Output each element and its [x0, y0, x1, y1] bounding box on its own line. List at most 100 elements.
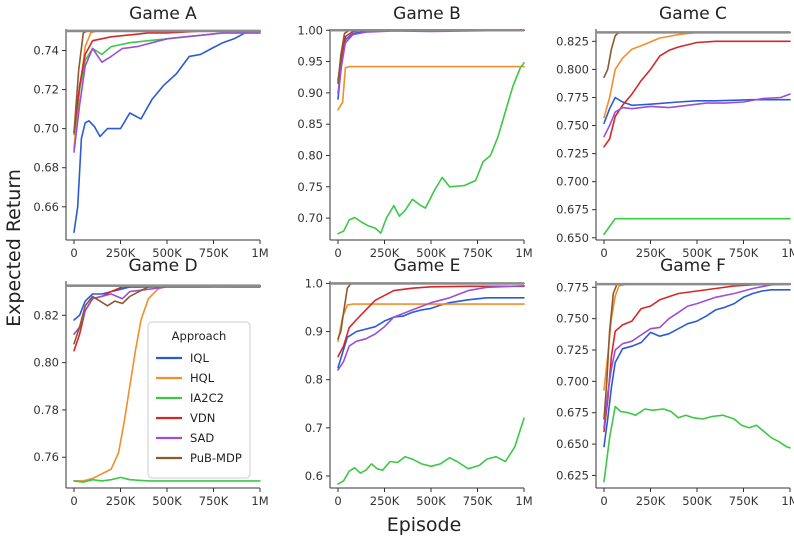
y-tick-label: 0.76 [33, 450, 59, 464]
legend: Approach IQL HQL IA2C2 VDN SAD PuB-MDP [147, 321, 251, 479]
x-tick-label: 0 [70, 494, 77, 508]
panel-4: Game D 0.76 0.78 0.80 0.82 0 250K 500K 750K 1M [33, 256, 268, 508]
y-tick-label: 0.82 [33, 308, 59, 322]
x-tick-label: 1M [515, 494, 532, 508]
x-tick-label: 750K [463, 246, 493, 260]
x-tick-label: 750K [729, 246, 759, 260]
legend-title: Approach [172, 329, 227, 343]
y-tick-label: 0.72 [33, 83, 59, 97]
panel-title: Game C [659, 4, 727, 24]
series-line-iql [337, 297, 525, 369]
y-tick-label: 0.70 [297, 211, 323, 225]
y-tick-label: 0.625 [556, 468, 589, 482]
y-tick-label: 1.00 [297, 23, 323, 37]
chart-panels: Game A0.660.680.700.720.740 250K 500K 750K 1… [33, 4, 794, 508]
series-line-pub-mdp [603, 31, 791, 79]
series-line-ia2c2 [73, 32, 261, 136]
legend-entry-iql: IQL [190, 351, 209, 365]
series-line-hql [73, 284, 261, 482]
x-tick-label: 250K [106, 494, 136, 508]
series-line-vdn [603, 40, 791, 148]
series-line-ia2c2 [337, 62, 525, 235]
x-tick-label: 1M [251, 246, 268, 260]
y-tick-label: 0.6 [305, 469, 323, 483]
y-tick-label: 0.675 [556, 203, 589, 217]
y-tick-label: 0.80 [33, 356, 59, 370]
y-tick-label: 0.800 [556, 62, 589, 76]
y-axis-label: Expected Return [3, 169, 25, 327]
series-line-ia2c2 [73, 476, 261, 483]
series-line-sad [337, 285, 525, 371]
series-line-pub-mdp [337, 29, 525, 85]
series-line-iql [73, 30, 261, 233]
y-tick-label: 0.700 [556, 175, 589, 189]
y-tick-label: 0.85 [297, 117, 323, 131]
series-line-sad [603, 283, 791, 429]
x-tick-label: 500K [416, 246, 446, 260]
panel-title: Game F [660, 256, 726, 276]
y-tick-label: 0.68 [33, 161, 59, 175]
series-line-sad [337, 29, 525, 94]
x-tick-label: 750K [729, 494, 759, 508]
x-tick-label: 250K [370, 246, 400, 260]
y-tick-label: 1.0 [305, 276, 323, 290]
y-tick-label: 0.650 [556, 437, 589, 451]
x-tick-label: 0 [600, 494, 607, 508]
x-tick-label: 1M [781, 246, 794, 260]
y-tick-label: 0.70 [33, 122, 59, 136]
x-tick-label: 500K [682, 494, 712, 508]
panel-title: Game D [128, 256, 197, 276]
x-tick-label: 0 [600, 246, 607, 260]
legend-entry-hql: HQL [190, 371, 215, 385]
y-tick-label: 0.66 [33, 200, 59, 214]
x-tick-label: 250K [636, 494, 666, 508]
panel-5: Game E 0.6 0.7 0.8 0.9 1.0 0 250K 500K 750K 1M [305, 256, 533, 508]
x-tick-label: 250K [636, 246, 666, 260]
series-line-vdn [337, 29, 525, 82]
y-tick-label: 0.750 [556, 119, 589, 133]
x-tick-label: 500K [416, 494, 446, 508]
y-tick-label: 0.74 [33, 43, 59, 57]
panel-title: Game A [129, 4, 197, 24]
y-tick-label: 0.95 [297, 55, 323, 69]
legend-entry-ia2c2: IA2C2 [190, 391, 224, 405]
x-axis-label: Episode [387, 514, 462, 536]
x-tick-label: 750K [463, 494, 493, 508]
series-line-ia2c2 [337, 417, 525, 485]
x-tick-label: 250K [106, 246, 136, 260]
x-tick-label: 0 [70, 246, 77, 260]
series-line-ia2c2 [603, 405, 791, 483]
series-line-iql [603, 289, 791, 448]
y-tick-label: 0.78 [33, 403, 59, 417]
x-tick-label: 1M [781, 494, 794, 508]
legend-entry-sad: SAD [190, 431, 214, 445]
series-line-sad [73, 32, 261, 153]
series-line-iql [337, 29, 525, 100]
x-tick-label: 500K [152, 246, 182, 260]
panel-3: Game C 0.650 0.675 0.700 0.725 0.750 0.775 0.80… [556, 4, 794, 260]
series-line-vdn [337, 285, 525, 358]
panel-title: Game B [393, 4, 461, 24]
x-tick-label: 750K [199, 246, 229, 260]
x-tick-label: 0 [334, 246, 341, 260]
y-tick-label: 0.80 [297, 148, 323, 162]
series-line-hql [73, 30, 261, 149]
series-line-pub-mdp [337, 282, 525, 340]
y-tick-label: 0.675 [556, 406, 589, 420]
series-line-iql [603, 96, 791, 125]
panel-title: Game E [394, 256, 461, 276]
series-line-iql [73, 286, 261, 321]
y-tick-label: 0.650 [556, 231, 589, 245]
y-tick-label: 0.75 [297, 180, 323, 194]
x-tick-label: 250K [370, 494, 400, 508]
legend-entry-pub-mdp: PuB-MDP [190, 451, 242, 465]
legend-entry-vdn: VDN [190, 411, 215, 425]
x-tick-label: 500K [682, 246, 712, 260]
x-tick-label: 750K [199, 494, 229, 508]
y-tick-label: 0.7 [305, 421, 323, 435]
y-tick-label: 0.750 [556, 312, 589, 326]
x-tick-label: 0 [334, 494, 341, 508]
x-tick-label: 1M [251, 494, 268, 508]
x-tick-label: 500K [152, 494, 182, 508]
